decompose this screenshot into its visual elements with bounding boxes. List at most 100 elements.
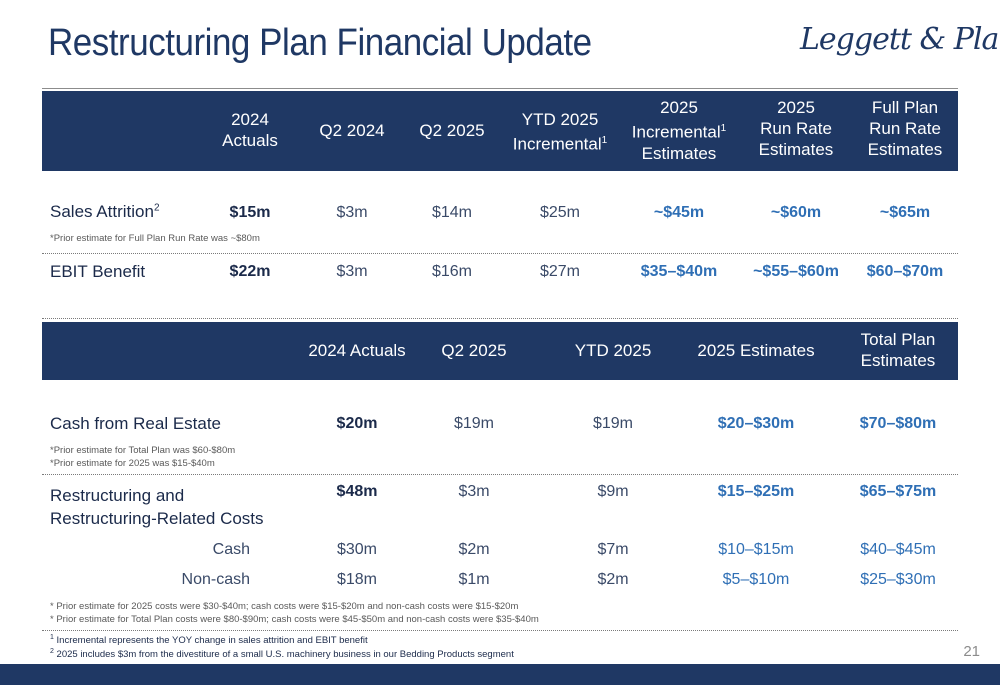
header-line: Q2 2024 xyxy=(319,121,385,140)
title-divider xyxy=(42,88,958,89)
restructuring-q2-2025: $3m xyxy=(458,483,490,500)
ebit-full-plan: $60–$70m xyxy=(866,263,944,280)
header-line: Run Rate xyxy=(760,119,832,138)
cash-total-plan: $40–$45m xyxy=(860,541,936,558)
company-logo: Leggett & Platt® xyxy=(800,22,1000,57)
header-line: 2025 xyxy=(777,98,815,117)
ebit-2025-run-rate: ~$55–$60m xyxy=(753,263,839,280)
header-line: Estimates xyxy=(860,351,936,370)
t1-header-2024-actuals: 2024 Actuals xyxy=(222,109,278,151)
header-text: Incremental xyxy=(631,122,721,142)
sales-attrition-2025-incremental: ~$45m xyxy=(653,204,705,221)
ebit-q2-2024: $3m xyxy=(336,263,368,280)
cash-q2-2025: $2m xyxy=(458,541,490,558)
cash-re-ytd-2025: $19m xyxy=(592,415,634,432)
restructuring-2024-actuals: $48m xyxy=(336,483,378,500)
sales-attrition-2025-run-rate: ~$60m xyxy=(770,204,822,221)
cash-2025-estimates: $10–$15m xyxy=(718,541,794,558)
noncash-2024-actuals: $18m xyxy=(336,571,378,588)
row-label-restructuring: Restructuring and Restructuring-Related … xyxy=(50,484,264,530)
page-title: Restructuring Plan Financial Update xyxy=(48,22,592,64)
header-line: YTD 2025 xyxy=(521,110,599,129)
row-label-noncash: Non-cash xyxy=(181,571,250,588)
row-label-sales-attrition: Sales Attrition2 xyxy=(50,202,160,222)
header-line: Actuals xyxy=(222,131,278,150)
header-line: Incremental1 xyxy=(513,130,607,155)
t2-header-2024-actuals: 2024 Actuals xyxy=(308,341,406,360)
t1-header-2025-run-rate: 2025 Run Rate Estimates xyxy=(759,97,834,160)
sales-attrition-2024-actuals: $15m xyxy=(229,204,271,221)
header-line: Estimates xyxy=(641,143,717,163)
footnote-number: 1 xyxy=(50,634,54,641)
cash-re-total-plan: $70–$80m xyxy=(859,415,937,432)
footnote-text: 2025 includes $3m from the divestiture o… xyxy=(56,649,514,661)
noncash-ytd-2025: $2m xyxy=(597,571,629,588)
row-label-cash: Cash xyxy=(212,541,250,558)
logo-text: Leggett & Platt xyxy=(800,22,1000,57)
sales-attrition-note: *Prior estimate for Full Plan Run Rate w… xyxy=(50,233,260,244)
noncash-q2-2025: $1m xyxy=(458,571,490,588)
sales-attrition-full-plan: ~$65m xyxy=(879,204,931,221)
noncash-2025-estimates: $5–$10m xyxy=(722,571,790,588)
header-line: 2024 xyxy=(231,110,269,129)
footnote-1: 1 Incremental represents the YOY change … xyxy=(50,634,368,646)
t1-header-ytd-2025: YTD 2025 Incremental1 xyxy=(513,109,607,155)
t2-header-2025-estimates: 2025 Estimates xyxy=(697,341,815,360)
row-divider xyxy=(42,630,958,631)
footnote-number: 2 xyxy=(50,648,54,655)
sales-attrition-ytd-2025: $25m xyxy=(539,204,581,221)
footnote-ref: 2 xyxy=(153,202,160,214)
row-divider xyxy=(42,474,958,475)
row-divider xyxy=(42,318,958,319)
restructuring-ytd-2025: $9m xyxy=(597,483,629,500)
header-line: 2025 xyxy=(660,98,698,117)
table1-header: 2024 Actuals Q2 2024 Q2 2025 YTD 2025 In… xyxy=(42,91,958,171)
t1-header-full-plan: Full Plan Run Rate Estimates xyxy=(868,97,943,160)
sales-attrition-q2-2025: $14m xyxy=(431,204,473,221)
t2-header-ytd-2025: YTD 2025 xyxy=(574,341,652,360)
cash-re-q2-2025: $19m xyxy=(453,415,495,432)
footnote-text: Incremental represents the YOY change in… xyxy=(56,635,368,647)
table2-header: 2024 Actuals Q2 2025 YTD 2025 2025 Estim… xyxy=(42,322,958,380)
header-line: Run Rate xyxy=(869,119,941,138)
t1-header-2025-incremental: 2025 Incremental1 Estimates xyxy=(632,97,726,164)
row-label-cash-real-estate: Cash from Real Estate xyxy=(50,414,222,433)
header-text: Incremental xyxy=(512,134,602,154)
ebit-ytd-2025: $27m xyxy=(539,263,581,280)
page-number: 21 xyxy=(963,643,980,660)
header-line: Full Plan xyxy=(871,98,939,117)
label-line: Restructuring and xyxy=(50,486,185,505)
cash-re-note-2025: *Prior estimate for 2025 was $15-$40m xyxy=(50,458,215,469)
restructuring-total-plan: $65–$75m xyxy=(859,483,937,500)
header-line: Total Plan xyxy=(860,330,936,349)
cash-ytd-2025: $7m xyxy=(597,541,629,558)
footnote-2: 2 2025 includes $3m from the divestiture… xyxy=(50,648,514,660)
ebit-2024-actuals: $22m xyxy=(229,263,271,280)
footnote-ref: 1 xyxy=(720,123,727,134)
row-divider xyxy=(42,253,958,254)
header-line: Estimates xyxy=(867,140,943,159)
footer-bar xyxy=(0,664,1000,685)
ebit-q2-2025: $16m xyxy=(431,263,473,280)
cash-re-2024-actuals: $20m xyxy=(336,415,378,432)
header-line: Q2 2025 xyxy=(419,121,485,140)
header-line: Estimates xyxy=(758,140,834,159)
cash-re-2025-estimates: $20–$30m xyxy=(717,415,795,432)
footnote-ref: 1 xyxy=(601,135,608,146)
cash-2024-actuals: $30m xyxy=(336,541,378,558)
noncash-total-plan: $25–$30m xyxy=(860,571,936,588)
label-text: Sales Attrition xyxy=(50,202,154,221)
t1-header-q2-2025: Q2 2025 xyxy=(419,120,484,141)
header-line: Incremental1 xyxy=(632,118,726,143)
label-line: Restructuring-Related Costs xyxy=(50,509,264,528)
t2-header-q2-2025: Q2 2025 xyxy=(441,341,507,360)
t2-header-total-plan: Total Plan Estimates xyxy=(861,329,936,371)
costs-note-total-plan: * Prior estimate for Total Plan costs we… xyxy=(50,614,539,625)
cash-re-note-total: *Prior estimate for Total Plan was $60-$… xyxy=(50,445,236,456)
costs-note-2025: * Prior estimate for 2025 costs were $30… xyxy=(50,601,519,612)
restructuring-2025-estimates: $15–$25m xyxy=(717,483,795,500)
t1-header-q2-2024: Q2 2024 xyxy=(319,120,384,141)
ebit-2025-incremental: $35–$40m xyxy=(640,263,718,280)
row-label-ebit-benefit: EBIT Benefit xyxy=(50,262,146,281)
sales-attrition-q2-2024: $3m xyxy=(336,204,368,221)
